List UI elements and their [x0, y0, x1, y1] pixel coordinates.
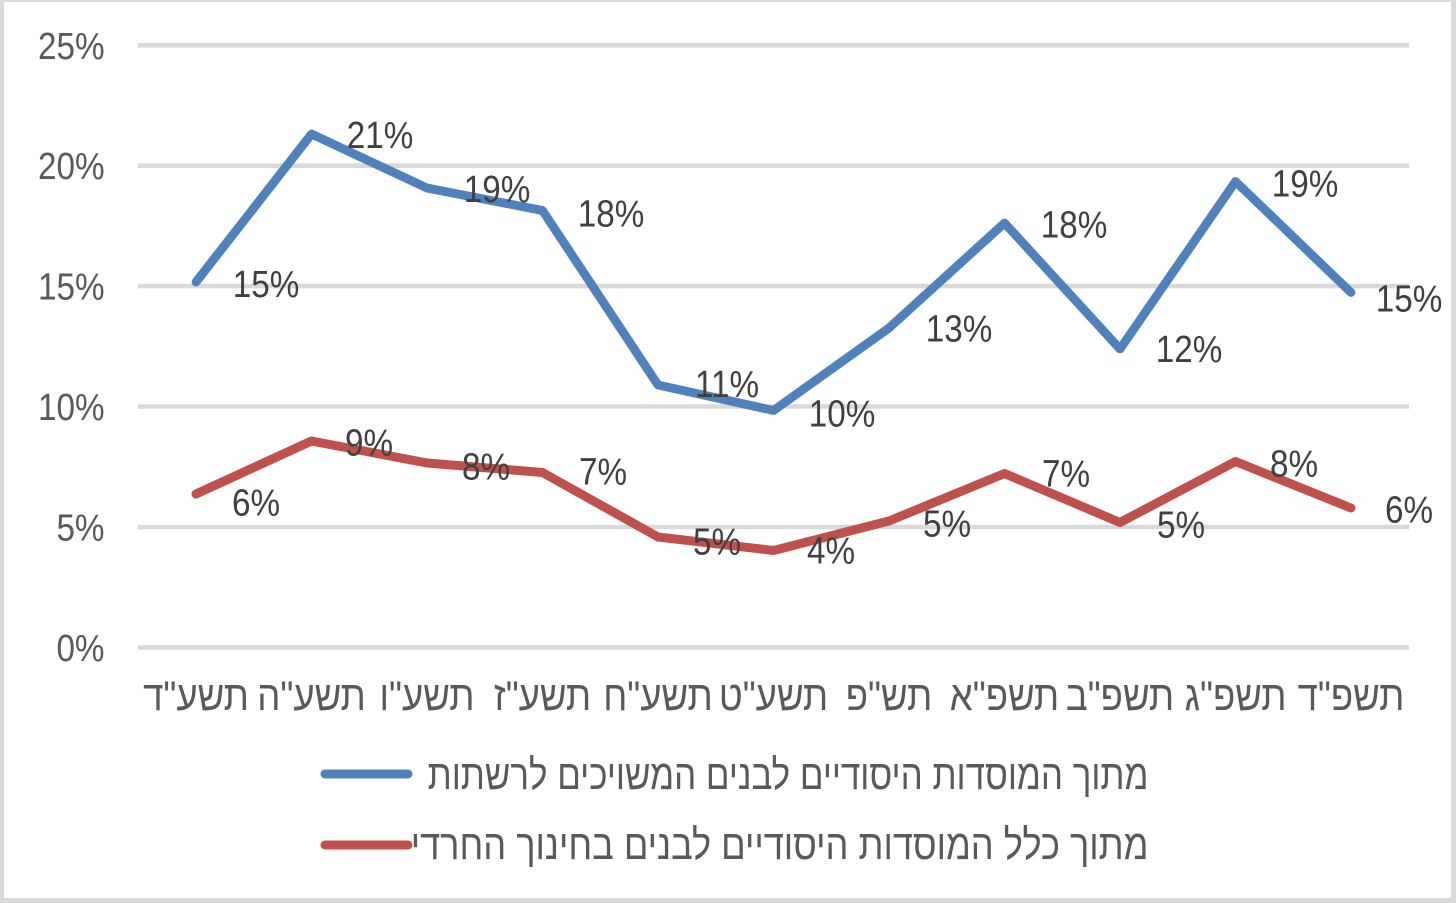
- svg-text:8%: 8%: [462, 445, 510, 488]
- svg-text:19%: 19%: [464, 168, 531, 211]
- svg-text:11%: 11%: [695, 363, 759, 406]
- svg-text:תשע"ו: תשע"ו: [380, 673, 475, 720]
- svg-text:21%: 21%: [347, 114, 414, 157]
- svg-text:תשפ"א: תשפ"א: [950, 673, 1059, 720]
- svg-text:5%: 5%: [693, 520, 741, 563]
- svg-text:5%: 5%: [56, 506, 104, 549]
- svg-text:6%: 6%: [1385, 488, 1433, 531]
- svg-text:תש"פ: תש"פ: [846, 673, 932, 720]
- svg-text:15%: 15%: [233, 263, 300, 306]
- svg-text:19%: 19%: [1272, 162, 1339, 205]
- svg-text:20%: 20%: [38, 145, 105, 188]
- svg-text:18%: 18%: [1041, 203, 1108, 246]
- svg-text:12%: 12%: [1156, 328, 1223, 371]
- svg-text:תשע"ז: תשע"ז: [494, 673, 591, 720]
- svg-text:תשפ"ב: תשפ"ב: [1066, 673, 1174, 720]
- svg-text:תשע"ט: תשע"ט: [719, 673, 828, 720]
- svg-text:תשע"ח: תשע"ח: [603, 673, 712, 720]
- svg-text:תשע"ה: תשע"ה: [257, 673, 366, 720]
- svg-text:תשפ"ג: תשפ"ג: [1185, 673, 1287, 720]
- svg-text:תשע"ד: תשע"ד: [143, 673, 249, 720]
- svg-text:6%: 6%: [232, 481, 280, 524]
- svg-text:מתוך כלל המוסדות היסודיים לבני: מתוך כלל המוסדות היסודיים לבנים בחינוך ה…: [411, 823, 1149, 869]
- svg-text:מתוך המוסדות היסודיים לבנים המ: מתוך המוסדות היסודיים לבנים המשויכים לרש…: [428, 752, 1149, 799]
- svg-text:7%: 7%: [579, 450, 627, 493]
- svg-text:25%: 25%: [38, 25, 105, 68]
- svg-text:15%: 15%: [38, 266, 105, 309]
- svg-text:4%: 4%: [807, 529, 855, 572]
- svg-text:5%: 5%: [923, 502, 971, 545]
- svg-text:5%: 5%: [1157, 503, 1205, 546]
- svg-text:10%: 10%: [38, 386, 105, 429]
- svg-text:18%: 18%: [578, 192, 645, 235]
- svg-text:7%: 7%: [1042, 452, 1090, 495]
- svg-text:9%: 9%: [345, 421, 393, 464]
- svg-text:15%: 15%: [1376, 277, 1443, 320]
- svg-text:0%: 0%: [56, 627, 104, 670]
- svg-text:8%: 8%: [1270, 442, 1318, 485]
- svg-text:10%: 10%: [809, 392, 876, 435]
- svg-text:13%: 13%: [926, 307, 993, 350]
- svg-text:תשפ"ד: תשפ"ד: [1298, 673, 1405, 720]
